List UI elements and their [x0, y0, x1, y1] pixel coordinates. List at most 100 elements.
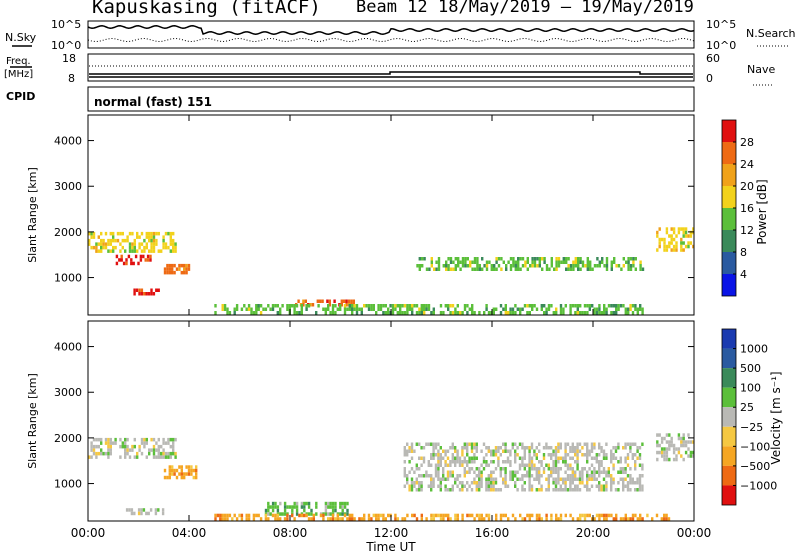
velocity-cell	[382, 517, 385, 521]
velocity-cell	[528, 488, 531, 492]
velocity-cell	[571, 517, 575, 521]
velocity-cell	[526, 513, 529, 518]
velocity-cell	[410, 488, 414, 492]
power-cell	[627, 307, 630, 311]
velocity-cell	[221, 517, 224, 521]
velocity-cell	[523, 467, 526, 471]
velocity-cell	[607, 474, 610, 478]
velocity-cell	[492, 488, 495, 492]
velocity-cell	[449, 488, 452, 492]
velocity-cell	[487, 477, 490, 481]
power-cell	[603, 307, 606, 311]
velocity-cell	[157, 451, 160, 456]
velocity-cell	[559, 517, 563, 521]
velocity-cell	[434, 453, 438, 457]
velocity-cell	[547, 488, 550, 492]
velocity-cell	[528, 463, 531, 467]
velocity-cell	[468, 456, 471, 460]
velocity-cell	[519, 513, 522, 518]
velocity-cell	[456, 517, 459, 521]
velocity-cell	[473, 446, 476, 450]
velocity-cell	[418, 488, 421, 492]
velocity-cell	[341, 501, 344, 506]
velocity-cell	[562, 456, 565, 460]
velocity-cell	[545, 442, 548, 446]
velocity-cell	[163, 475, 167, 480]
velocity-cell	[162, 455, 165, 459]
velocity-cell	[550, 517, 553, 521]
power-colorbar-label: 24	[740, 158, 754, 171]
velocity-cell	[668, 443, 671, 448]
power-cell	[157, 288, 160, 292]
power-cell	[545, 264, 549, 268]
velocity-cell	[629, 467, 632, 471]
velocity-cell	[634, 442, 637, 446]
power-cell	[430, 264, 433, 268]
velocity-cell	[403, 517, 407, 521]
power-cell	[131, 242, 134, 246]
power-cell	[137, 261, 140, 266]
power-cell	[178, 263, 181, 268]
power-cell	[143, 292, 146, 296]
power-cell	[172, 245, 175, 250]
power-cell	[259, 311, 263, 315]
velocity-cell	[586, 453, 589, 457]
velocity-cell	[569, 449, 572, 453]
power-cell	[399, 307, 402, 311]
velocity-cell	[506, 456, 510, 460]
power-cell	[112, 238, 115, 243]
velocity-cell	[593, 474, 596, 478]
power-cell	[620, 267, 623, 271]
velocity-cell	[554, 463, 558, 467]
velocity-cell	[162, 448, 165, 452]
velocity-cell	[437, 463, 440, 467]
velocity-cell	[603, 517, 606, 521]
velocity-cell	[636, 449, 639, 453]
velocity-cell	[528, 446, 531, 450]
power-cell	[109, 238, 112, 243]
velocity-cell	[138, 444, 141, 449]
velocity-cell	[279, 512, 282, 516]
power-cell	[133, 245, 136, 250]
power-cell	[437, 260, 441, 264]
x-tick-label: 04:00	[172, 526, 207, 540]
velocity-cell	[432, 484, 435, 488]
velocity-cell	[124, 455, 127, 459]
power-cell	[240, 307, 244, 311]
velocity-cell	[559, 442, 562, 446]
velocity-cell	[687, 454, 690, 458]
velocity-y-tick-label: 2000	[54, 432, 82, 445]
nave-step	[89, 71, 693, 75]
power-cell	[430, 257, 433, 261]
velocity-cell	[502, 477, 505, 481]
velocity-cell	[636, 446, 639, 450]
velocity-cell	[576, 446, 579, 450]
velocity-cell	[639, 513, 642, 518]
velocity-cell	[502, 449, 505, 453]
power-cell	[610, 264, 613, 268]
velocity-cell	[569, 481, 572, 485]
power-cell	[128, 231, 132, 236]
velocity-cell	[564, 488, 567, 492]
velocity-cell	[494, 467, 498, 471]
velocity-cell	[480, 484, 483, 488]
power-cell	[605, 264, 609, 268]
power-cell	[488, 260, 491, 264]
power-cell	[130, 261, 133, 266]
power-cell	[692, 244, 695, 249]
velocity-cell	[160, 451, 163, 456]
power-cell	[502, 307, 505, 311]
power-cell	[427, 304, 431, 308]
power-cell	[668, 234, 671, 238]
power-cell	[559, 307, 563, 311]
power-cell	[514, 311, 517, 315]
velocity-cell	[521, 456, 524, 460]
velocity-cell	[427, 484, 430, 488]
velocity-cell	[425, 517, 428, 521]
velocity-cell	[622, 477, 625, 481]
velocity-cell	[665, 440, 669, 444]
velocity-cell	[530, 442, 534, 446]
velocity-cell	[610, 456, 613, 460]
velocity-cell	[590, 470, 594, 474]
